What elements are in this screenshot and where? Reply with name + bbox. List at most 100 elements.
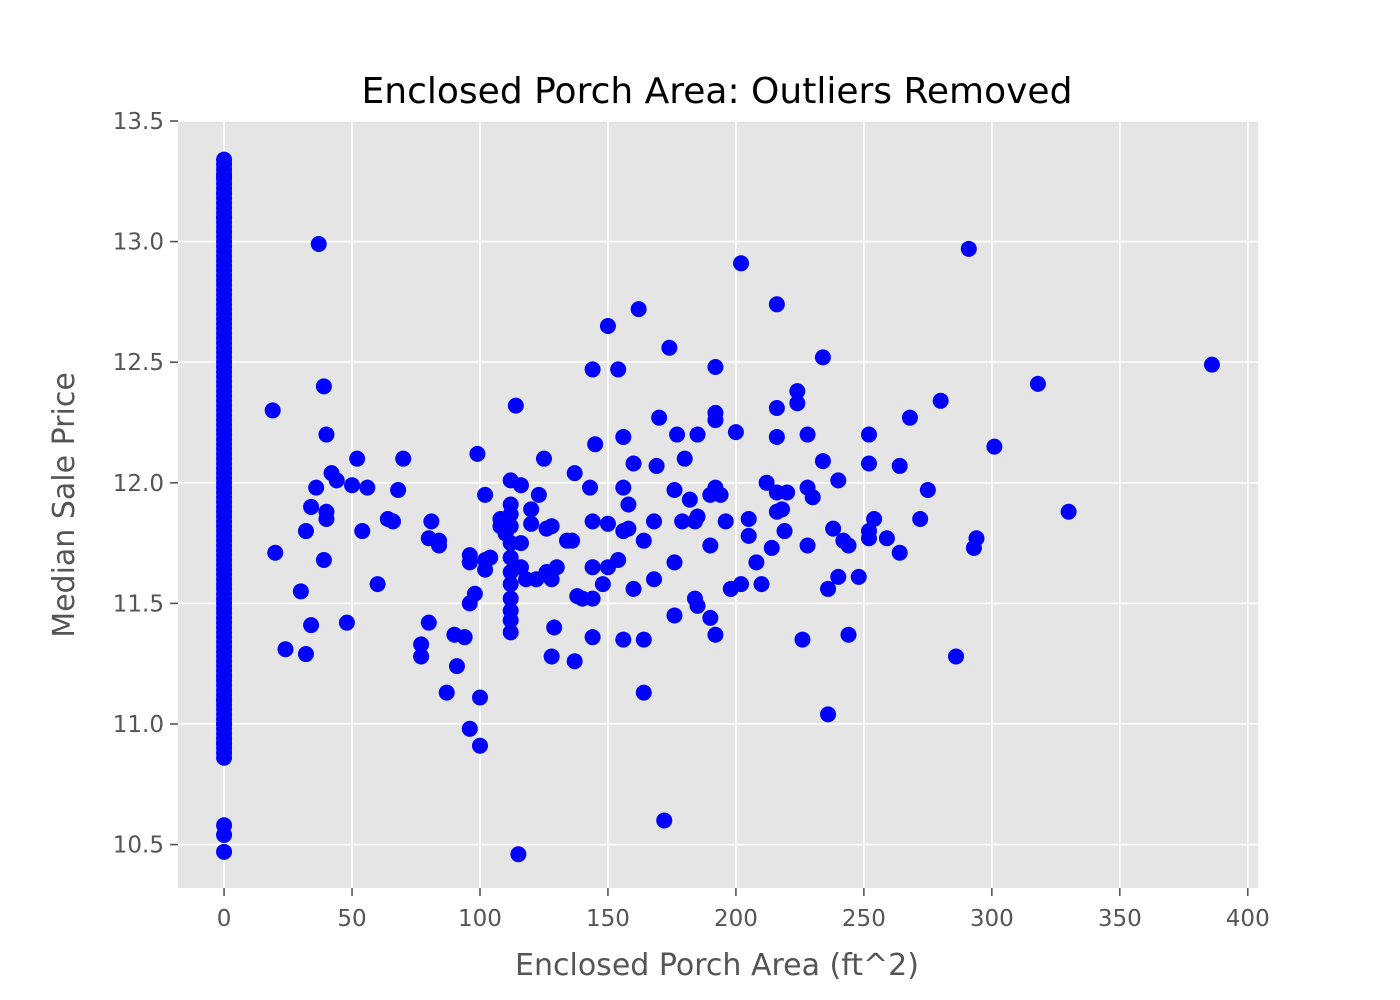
data-point — [707, 359, 724, 376]
data-point — [277, 641, 294, 658]
data-point — [712, 486, 729, 503]
data-point — [635, 532, 652, 549]
data-point — [646, 513, 663, 530]
data-point — [919, 482, 936, 499]
data-point — [676, 450, 693, 467]
data-point — [860, 455, 877, 472]
data-point — [216, 735, 233, 752]
data-point — [740, 510, 757, 527]
data-point — [773, 501, 790, 518]
data-point — [523, 515, 540, 532]
data-point — [610, 361, 627, 378]
data-point — [471, 689, 488, 706]
x-tick-label: 150 — [586, 906, 630, 932]
data-point — [530, 486, 547, 503]
data-point — [1060, 503, 1077, 520]
data-point — [776, 523, 793, 540]
data-point — [850, 568, 867, 585]
data-point — [216, 667, 233, 684]
data-point — [799, 537, 816, 554]
data-point — [968, 530, 985, 547]
x-tick-label: 350 — [1098, 906, 1142, 932]
data-point — [661, 339, 678, 356]
data-point — [297, 523, 314, 540]
data-point — [615, 428, 632, 445]
data-point — [763, 539, 780, 556]
data-point — [789, 395, 806, 412]
data-point — [502, 576, 519, 593]
data-point — [814, 453, 831, 470]
data-point — [477, 561, 494, 578]
data-point — [948, 648, 965, 665]
data-point — [502, 549, 519, 566]
x-axis-ticks: 0 50 100 150 200 250 300 350 400 — [217, 888, 1270, 932]
x-axis-label: Enclosed Porch Area (ft^2) — [515, 948, 919, 983]
data-point — [620, 520, 637, 537]
x-tick-label: 250 — [842, 906, 886, 932]
data-point — [318, 426, 335, 443]
x-tick-label: 0 — [217, 906, 232, 932]
data-point — [502, 612, 519, 629]
data-point — [297, 646, 314, 663]
data-point — [986, 438, 1003, 455]
data-point — [666, 607, 683, 624]
data-point — [878, 530, 895, 547]
data-point — [469, 445, 486, 462]
data-point — [717, 513, 734, 530]
data-point — [799, 426, 816, 443]
data-point — [651, 409, 668, 426]
data-point — [369, 576, 386, 593]
data-point — [630, 301, 647, 318]
data-point — [303, 498, 320, 515]
data-point — [689, 597, 706, 614]
data-point — [594, 576, 611, 593]
data-point — [354, 523, 371, 540]
y-axis-label: Median Sale Price — [47, 372, 82, 638]
data-point — [820, 580, 837, 597]
data-point — [1029, 375, 1046, 392]
data-point — [656, 812, 673, 829]
data-point — [748, 554, 765, 571]
data-point — [456, 629, 473, 646]
data-point — [438, 684, 455, 701]
data-point — [423, 513, 440, 530]
data-point — [666, 554, 683, 571]
data-point — [635, 684, 652, 701]
data-point — [349, 450, 366, 467]
data-point — [891, 457, 908, 474]
data-point — [840, 626, 857, 643]
data-point — [830, 568, 847, 585]
data-point — [502, 624, 519, 641]
data-point — [502, 590, 519, 607]
data-point — [292, 583, 309, 600]
data-point — [740, 527, 757, 544]
data-point — [546, 619, 563, 636]
x-tick-label: 400 — [1226, 906, 1270, 932]
data-point — [625, 455, 642, 472]
data-point — [303, 617, 320, 634]
data-point — [1203, 356, 1220, 373]
data-point — [674, 513, 691, 530]
data-point — [825, 520, 842, 537]
data-point — [768, 400, 785, 417]
data-point — [615, 631, 632, 648]
data-point — [448, 658, 465, 675]
data-point — [625, 580, 642, 597]
data-point — [512, 535, 529, 552]
data-point — [512, 477, 529, 494]
data-point — [840, 537, 857, 554]
data-point — [707, 626, 724, 643]
data-point — [264, 402, 281, 419]
data-point — [733, 576, 750, 593]
data-point — [395, 450, 412, 467]
data-point — [338, 614, 355, 631]
data-point — [804, 489, 821, 506]
x-tick-label: 50 — [337, 906, 366, 932]
data-point — [932, 392, 949, 409]
data-point — [477, 486, 494, 503]
y-axis-ticks: 10.5 11.0 11.5 12.0 12.5 13.0 13.5 — [113, 109, 178, 859]
x-tick-label: 200 — [714, 906, 758, 932]
data-point — [866, 510, 883, 527]
data-point — [566, 465, 583, 482]
data-point — [216, 185, 233, 202]
